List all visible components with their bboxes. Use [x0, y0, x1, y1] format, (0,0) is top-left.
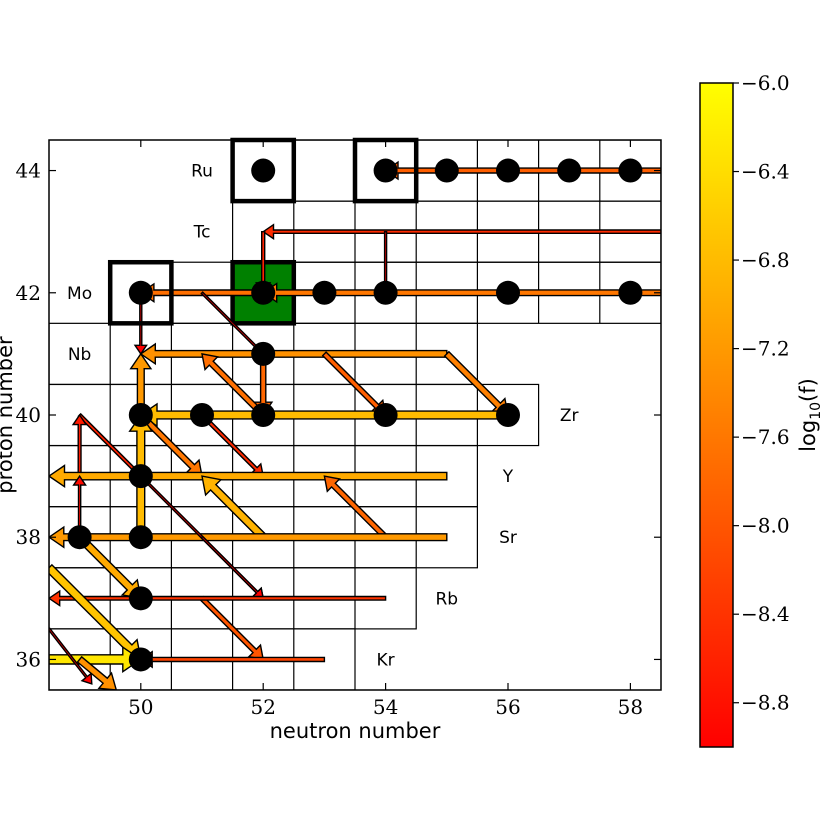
nucleus-dot: [618, 158, 643, 183]
element-label: Nb: [68, 345, 92, 365]
x-tick-label: 56: [495, 695, 520, 719]
nucleus-dot: [618, 280, 643, 305]
element-labels: Ru Tc Mo Nb Zr Y Sr Rb Kr: [67, 162, 578, 671]
flow-arrow: [49, 589, 387, 607]
axis-ticks: 50 52 54 56 58 36 38 40 42 44: [16, 140, 661, 719]
flow-arrow: [71, 413, 88, 477]
nucleus-dot: [434, 158, 459, 183]
nucleus-dot: [496, 158, 520, 183]
element-label: Y: [502, 467, 514, 487]
nucleus-dot: [251, 280, 276, 305]
flow-arrow: [139, 342, 448, 366]
flow-arrow: [201, 353, 267, 418]
nucleus-dot: [557, 158, 582, 183]
row-z36: [49, 628, 356, 690]
y-tick-label: 36: [16, 647, 41, 671]
flow-arrow: [323, 475, 389, 541]
y-tick-label: 42: [16, 281, 41, 305]
colorbar-label: log10(f): [796, 378, 824, 452]
nucleus-dot: [496, 280, 520, 305]
flow-arrow: [200, 535, 265, 600]
flow-arrow: [137, 412, 203, 477]
flow-arrow: [321, 351, 387, 416]
element-label: Ru: [191, 162, 213, 182]
colorbar-tick-label: −7.6: [741, 425, 790, 449]
x-tick-label: 50: [128, 695, 153, 719]
flow-arrow: [49, 464, 448, 489]
nucleus-dot: [373, 280, 398, 305]
y-tick-label: 44: [16, 159, 41, 183]
element-label: Zr: [560, 406, 579, 426]
y-tick-label: 40: [16, 403, 41, 427]
nucleus-dot: [67, 525, 92, 550]
colorbar: −6.0 −6.4 −6.8 −7.2 −7.6 −8.0 −8.4 −8.8 log10(f…: [699, 71, 824, 748]
nucleus-dot: [496, 403, 520, 427]
x-axis-label: neutron number: [270, 719, 441, 743]
colorbar-tick-label: −7.2: [741, 337, 790, 361]
nucleus-dot: [128, 464, 153, 489]
flow-arrow: [49, 627, 93, 685]
flow-arrow: [199, 412, 265, 477]
nucleus-dot: [128, 280, 153, 305]
flow-arrow: [76, 655, 118, 690]
nucleus-dot: [251, 403, 276, 427]
x-tick-label: 54: [373, 695, 398, 719]
colorbar-tick-label: −6.4: [741, 160, 790, 184]
colorbar-gradient: [699, 82, 734, 748]
x-tick-label: 52: [250, 695, 275, 719]
element-label: Kr: [377, 650, 395, 670]
nucleus-dot: [373, 403, 398, 427]
element-label: Mo: [67, 284, 92, 304]
boxed-nucleus: [107, 259, 174, 326]
nucleus-dot: [128, 525, 153, 550]
x-tick-label: 58: [618, 695, 643, 719]
colorbar-tick-label: −6.8: [741, 248, 790, 272]
colorbar-ticks: −6.0 −6.4 −6.8 −7.2 −7.6 −8.0 −8.4 −8.8: [733, 71, 790, 715]
nucleus-dot: [128, 403, 153, 427]
nucleus-dot: [190, 403, 214, 427]
nucleus-dot: [373, 158, 398, 183]
nucleus-dot: [312, 280, 337, 305]
y-tick-label: 38: [16, 525, 41, 549]
nucleus-dot: [251, 341, 276, 366]
flow-arrow: [261, 223, 661, 241]
nucleus-dot: [128, 586, 153, 611]
colorbar-tick-label: −8.0: [741, 514, 790, 538]
element-label: Tc: [193, 223, 211, 243]
flow-arrow: [201, 475, 267, 541]
colorbar-tick-label: −8.4: [741, 602, 790, 626]
nucleus-dot: [251, 158, 276, 183]
colorbar-tick-label: −8.8: [741, 691, 790, 715]
colorbar-tick-label: −6.0: [741, 71, 790, 95]
flow-arrow: [49, 525, 448, 549]
flow-arrow: [199, 595, 265, 661]
element-label: Rb: [435, 589, 458, 609]
element-label: Sr: [499, 528, 517, 548]
nuclei: [67, 137, 643, 672]
nucleus-dot: [128, 647, 153, 672]
y-axis-label: proton number: [0, 336, 17, 494]
flow-arrow: [443, 350, 509, 416]
